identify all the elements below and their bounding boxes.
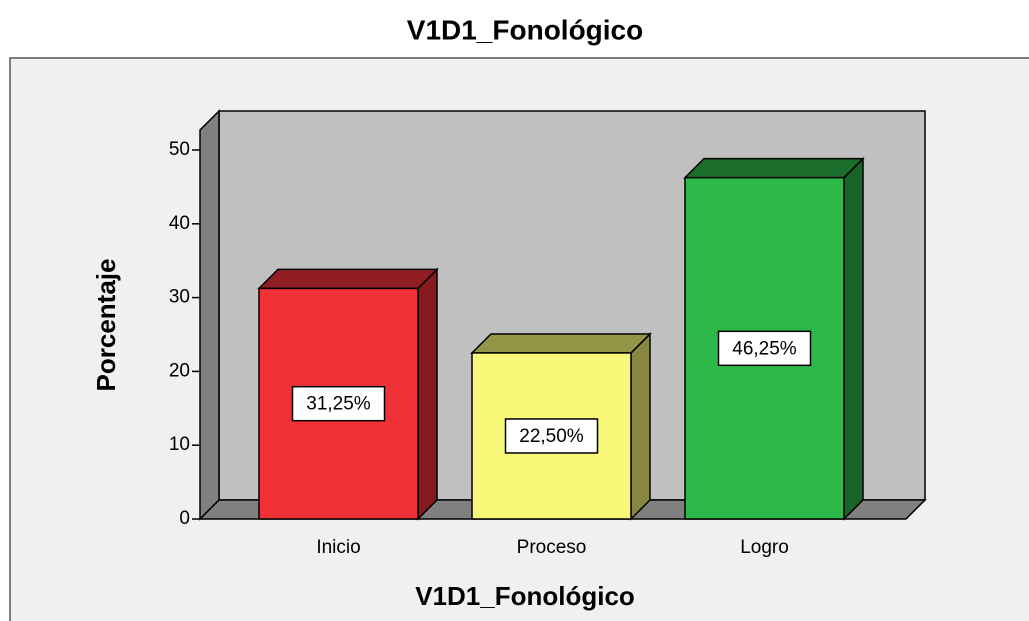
value-label: 31,25% — [306, 394, 371, 415]
value-label-box — [717, 330, 812, 367]
y-tick-label: 50 — [169, 139, 190, 160]
value-label-box — [291, 385, 386, 422]
value-label: 22,50% — [519, 426, 584, 447]
bar-top — [257, 268, 439, 290]
x-axis-title: V1D1_Fonológico — [415, 581, 635, 611]
y-tick-label: 40 — [169, 213, 190, 234]
x-tick-label: Logro — [740, 537, 789, 558]
bar-side — [843, 156, 864, 521]
y-axis-title: Porcentaje — [91, 259, 121, 392]
bar-side — [630, 332, 651, 521]
x-tick-label: Proceso — [517, 537, 587, 558]
bar-top — [683, 157, 865, 179]
y-tick-label: 20 — [169, 360, 190, 381]
x-tick-label: Inicio — [316, 537, 360, 558]
left-wall — [199, 109, 220, 521]
bar-side — [417, 267, 438, 521]
value-label: 46,25% — [732, 338, 797, 359]
y-tick-label: 10 — [169, 434, 190, 455]
chart-title: V1D1_Fonológico — [407, 14, 643, 45]
bar-top — [470, 333, 652, 354]
value-label-box — [504, 418, 599, 454]
y-tick-label: 30 — [169, 287, 190, 308]
y-tick-label: 0 — [179, 508, 190, 529]
